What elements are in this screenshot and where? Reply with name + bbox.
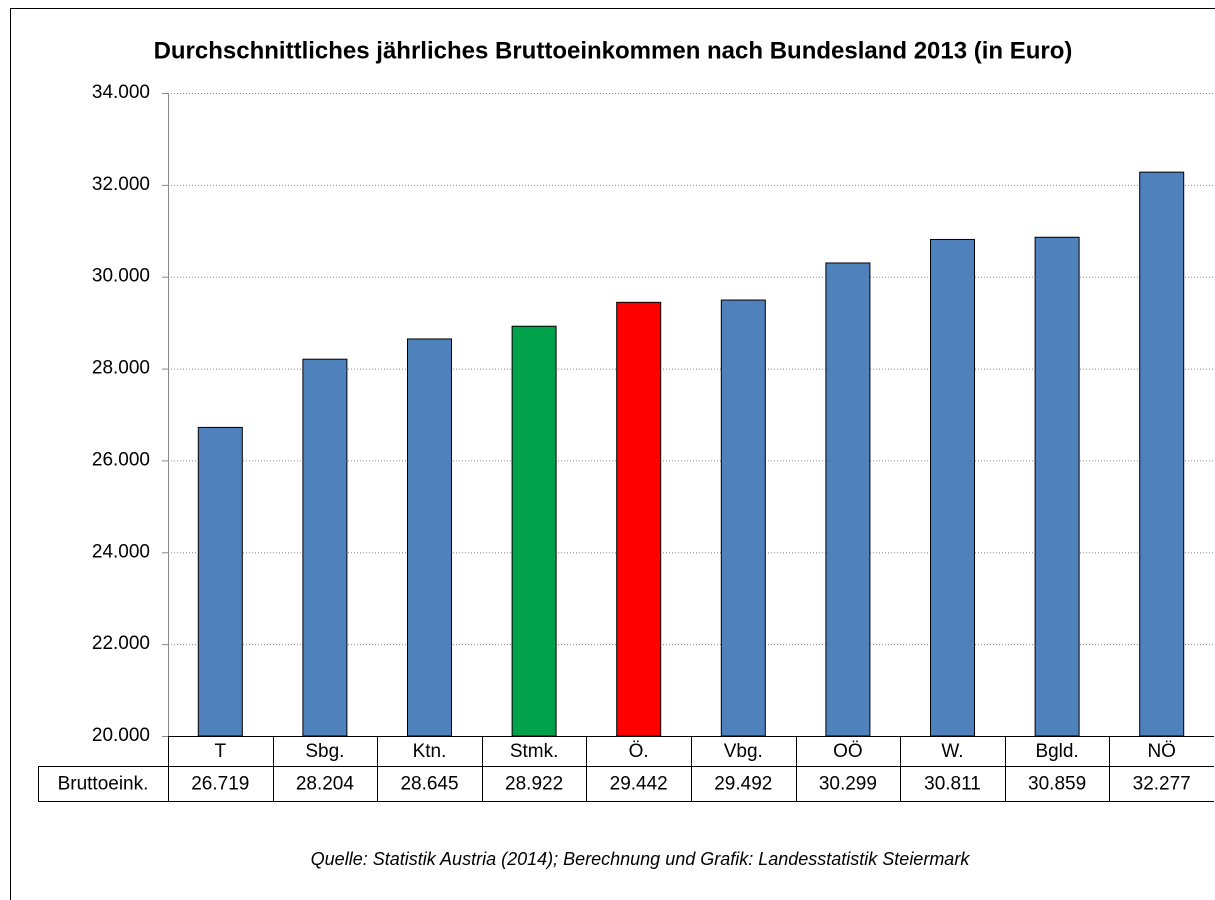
- bar: [302, 358, 348, 737]
- chart-title: Durchschnittliches jährliches Bruttoeink…: [154, 37, 1073, 64]
- x-tick-label: Vbg.: [724, 741, 763, 762]
- value-label: 28.645: [400, 774, 458, 795]
- y-tick-label: 20.000: [92, 725, 150, 746]
- value-label: 29.442: [610, 774, 668, 795]
- y-tick-label: 22.000: [92, 633, 150, 654]
- x-tick-label: Ktn.: [413, 741, 447, 762]
- bar: [825, 262, 871, 737]
- y-tick-label: 32.000: [92, 174, 150, 195]
- bar: [720, 299, 766, 737]
- x-tick-label: Ö.: [629, 741, 649, 762]
- source-note: Quelle: Statistik Austria (2014); Berech…: [311, 849, 971, 869]
- x-tick-label: Bgld.: [1035, 741, 1078, 762]
- value-label: 32.277: [1133, 774, 1191, 795]
- y-tick-label: 30.000: [92, 266, 150, 287]
- y-tick-label: 28.000: [92, 358, 150, 379]
- x-tick-label: Stmk.: [510, 741, 559, 762]
- x-tick-label: W.: [941, 741, 963, 762]
- value-label: 29.492: [714, 774, 772, 795]
- value-label: 28.204: [296, 774, 355, 795]
- x-tick-label: Sbg.: [305, 741, 344, 762]
- value-label: 30.299: [819, 774, 877, 795]
- value-label: 26.719: [191, 774, 249, 795]
- x-tick-label: NÖ: [1147, 741, 1176, 762]
- bar: [1139, 171, 1185, 737]
- y-tick-label: 34.000: [92, 82, 150, 103]
- value-label: 30.859: [1028, 774, 1086, 795]
- y-tick-label: 24.000: [92, 541, 150, 562]
- bar: [197, 426, 243, 737]
- bar: [930, 238, 975, 737]
- x-tick-label: OÖ: [833, 741, 863, 762]
- value-label: 28.922: [505, 774, 563, 795]
- x-tick-label: T: [214, 741, 226, 762]
- bar: [1034, 236, 1080, 737]
- legend-label: Bruttoeink.: [58, 774, 149, 795]
- y-tick-label: 26.000: [92, 449, 150, 470]
- bar: [511, 325, 557, 737]
- bar: [616, 301, 662, 737]
- value-label: 30.811: [924, 774, 981, 795]
- bar: [407, 338, 452, 737]
